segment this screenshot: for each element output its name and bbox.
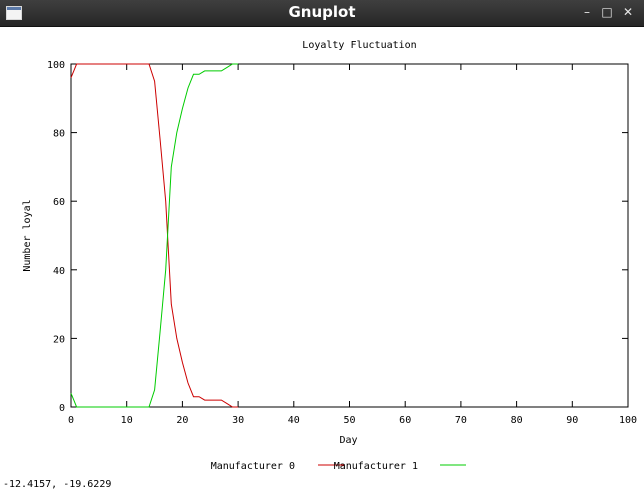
x-tick-label: 80 [511,415,523,426]
x-tick-label: 50 [343,415,355,426]
x-tick-label: 0 [68,415,74,426]
legend: Manufacturer 0 Manufacturer 1 [211,461,466,472]
legend-label-1: Manufacturer 1 [334,461,418,472]
y-tick-label: 100 [47,60,65,71]
x-tick-label: 20 [176,415,188,426]
plot-frame [70,63,629,408]
window-icon[interactable] [6,6,22,20]
chart-svg[interactable]: Loyalty Fluctuation Number loyal Day 0 10… [0,27,644,479]
x-axis-label: Day [339,435,357,446]
y-tick-label: 60 [53,197,65,208]
minimize-icon[interactable]: – [584,5,590,19]
plot-canvas[interactable]: Loyalty Fluctuation Number loyal Day 0 10… [0,27,644,479]
y-tick-label: 20 [53,334,65,345]
title-bar[interactable]: Gnuplot – □ ✕ [0,0,644,27]
series-line-0 [70,63,239,408]
y-tick-label: 0 [59,403,65,414]
x-tick-label: 70 [455,415,467,426]
x-tick-label: 60 [399,415,411,426]
y-axis-label: Number loyal [22,199,33,271]
x-tick-label: 10 [121,415,133,426]
series-line-1 [70,63,239,408]
y-tick-label: 40 [53,266,65,277]
chart-title: Loyalty Fluctuation [302,40,416,51]
series-group [70,63,239,408]
maximize-icon[interactable]: □ [601,5,613,19]
y-tick-label: 80 [53,129,65,140]
x-tick-label: 100 [619,415,637,426]
x-tick-label: 30 [232,415,244,426]
status-bar: -12.4157, -19.6229 [0,479,644,493]
close-icon[interactable]: ✕ [622,5,634,19]
legend-label-0: Manufacturer 0 [211,461,295,472]
window-title: Gnuplot [288,3,356,21]
x-tick-label: 40 [288,415,300,426]
axis-ticks: 0 10 20 30 40 50 60 70 80 90 100 0 20 40 60 80 100 [47,60,637,426]
mouse-coordinates: -12.4157, -19.6229 [3,479,112,490]
x-tick-label: 90 [566,415,578,426]
